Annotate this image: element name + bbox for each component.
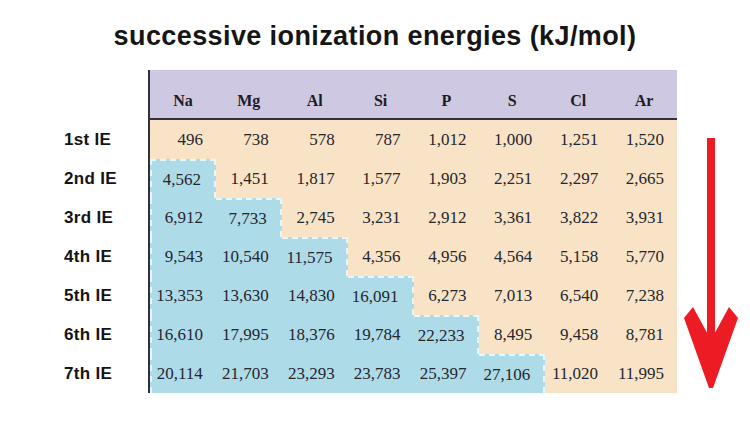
value-cell: 1,251 bbox=[545, 120, 611, 159]
value-cell: 16,610 bbox=[150, 315, 216, 354]
column-header-cl: Cl bbox=[545, 70, 611, 118]
value-cell: 3,361 bbox=[479, 198, 545, 237]
value-cell: 1,903 bbox=[414, 159, 480, 198]
value-cell: 4,956 bbox=[414, 237, 480, 276]
column-header-si: Si bbox=[348, 70, 414, 118]
value-cell: 5,770 bbox=[611, 237, 677, 276]
value-cell: 578 bbox=[282, 120, 348, 159]
value-cell: 3,822 bbox=[545, 198, 611, 237]
value-cell: 496 bbox=[150, 120, 216, 159]
value-cell: 10,540 bbox=[216, 237, 282, 276]
value-cell: 27,106 bbox=[479, 354, 545, 393]
value-cell: 2,665 bbox=[611, 159, 677, 198]
value-cell: 23,293 bbox=[282, 354, 348, 393]
value-cell: 22,233 bbox=[414, 315, 480, 354]
value-cell: 20,114 bbox=[150, 354, 216, 393]
value-cell: 1,012 bbox=[414, 120, 480, 159]
row-label: 2nd IE bbox=[64, 159, 144, 198]
value-cell: 19,784 bbox=[348, 315, 414, 354]
row-label: 1st IE bbox=[64, 120, 144, 159]
value-cell: 1,451 bbox=[216, 159, 282, 198]
row-label: 7th IE bbox=[64, 354, 144, 393]
value-cell: 1,520 bbox=[611, 120, 677, 159]
value-cell: 23,783 bbox=[348, 354, 414, 393]
slide: successive ionization energies (kJ/mol) … bbox=[0, 0, 750, 421]
value-cell: 787 bbox=[348, 120, 414, 159]
value-cell: 11,575 bbox=[282, 237, 348, 276]
column-header-ar: Ar bbox=[611, 70, 677, 118]
value-cell: 13,353 bbox=[150, 276, 216, 315]
value-cell: 7,013 bbox=[479, 276, 545, 315]
value-cell: 4,564 bbox=[479, 237, 545, 276]
row-label: 6th IE bbox=[64, 315, 144, 354]
row-label: 4th IE bbox=[64, 237, 144, 276]
value-cell: 14,830 bbox=[282, 276, 348, 315]
value-cell: 4,356 bbox=[348, 237, 414, 276]
value-cell: 7,238 bbox=[611, 276, 677, 315]
value-cell: 16,091 bbox=[348, 276, 414, 315]
value-cell: 7,733 bbox=[216, 198, 282, 237]
value-cell: 4,562 bbox=[150, 159, 216, 198]
column-header-al: Al bbox=[282, 70, 348, 118]
value-cell: 3,931 bbox=[611, 198, 677, 237]
table-header: NaMgAlSiPSClAr bbox=[150, 70, 677, 120]
value-cell: 738 bbox=[216, 120, 282, 159]
value-cell: 2,297 bbox=[545, 159, 611, 198]
row-label: 3rd IE bbox=[64, 198, 144, 237]
column-header-na: Na bbox=[150, 70, 216, 118]
down-arrow-icon bbox=[680, 138, 742, 390]
value-cell: 6,273 bbox=[414, 276, 480, 315]
column-header-p: P bbox=[414, 70, 480, 118]
ionization-table: NaMgAlSiPSClAr 4967385787871,0121,0001,2… bbox=[148, 70, 677, 393]
value-cell: 11,020 bbox=[545, 354, 611, 393]
value-cell: 1,000 bbox=[479, 120, 545, 159]
value-cell: 2,745 bbox=[282, 198, 348, 237]
value-cell: 6,540 bbox=[545, 276, 611, 315]
value-cell: 11,995 bbox=[611, 354, 677, 393]
value-cell: 18,376 bbox=[282, 315, 348, 354]
value-cell: 13,630 bbox=[216, 276, 282, 315]
value-cell: 9,458 bbox=[545, 315, 611, 354]
value-cell: 1,817 bbox=[282, 159, 348, 198]
value-cell: 8,781 bbox=[611, 315, 677, 354]
value-cell: 8,495 bbox=[479, 315, 545, 354]
value-cell: 2,251 bbox=[479, 159, 545, 198]
column-header-mg: Mg bbox=[216, 70, 282, 118]
column-header-s: S bbox=[479, 70, 545, 118]
value-cell: 25,397 bbox=[414, 354, 480, 393]
value-cell: 5,158 bbox=[545, 237, 611, 276]
table-body: 4967385787871,0121,0001,2511,520 4,5621,4… bbox=[150, 120, 677, 393]
value-cell: 6,912 bbox=[150, 198, 216, 237]
row-labels: 1st IE2nd IE3rd IE4th IE5th IE6th IE7th … bbox=[64, 120, 144, 393]
value-cell: 2,912 bbox=[414, 198, 480, 237]
value-cell: 1,577 bbox=[348, 159, 414, 198]
value-cell: 21,703 bbox=[216, 354, 282, 393]
page-title: successive ionization energies (kJ/mol) bbox=[0, 21, 750, 52]
row-label: 5th IE bbox=[64, 276, 144, 315]
value-cell: 3,231 bbox=[348, 198, 414, 237]
value-cell: 9,543 bbox=[150, 237, 216, 276]
value-cell: 17,995 bbox=[216, 315, 282, 354]
